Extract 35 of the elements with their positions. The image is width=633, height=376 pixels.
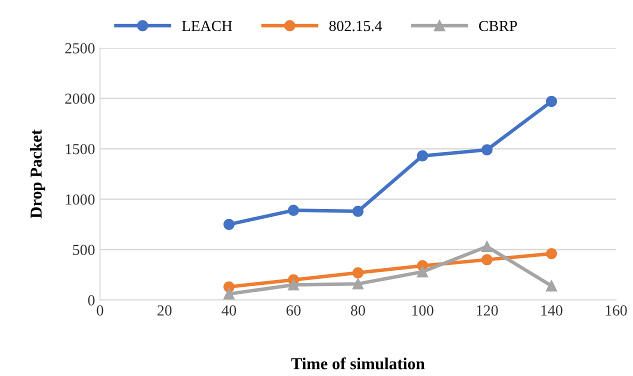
x-tick-label: 120: [476, 305, 498, 316]
point: [352, 206, 364, 217]
point: [352, 267, 364, 278]
y-tick-label: 1500: [66, 144, 95, 154]
y-tick-label: 1000: [66, 194, 95, 205]
point: [546, 280, 558, 292]
x-tick-label: 80: [350, 305, 366, 316]
point: [352, 278, 364, 290]
point: [223, 218, 235, 230]
x-tick-label: 140: [541, 305, 562, 316]
x-tick-label: 40: [222, 305, 236, 316]
point: [223, 288, 235, 300]
point: [546, 248, 558, 260]
y-tick-label: 500: [73, 244, 95, 256]
point: [481, 144, 493, 156]
point: [481, 254, 493, 266]
y-tick-label: 0: [88, 295, 95, 306]
y-tick-label: 2500: [65, 43, 95, 54]
x-tick-label: 0: [96, 305, 104, 316]
y-axis-title: Drop Packet: [30, 130, 46, 218]
point: [288, 204, 300, 216]
y-tick-label: 2000: [65, 94, 95, 104]
x-axis-title: Time of simulation: [291, 357, 425, 370]
legend-label: CBRP: [479, 20, 517, 32]
x-tick-label: 160: [606, 305, 627, 316]
point: [546, 96, 558, 107]
legend-label: 802.15.4: [329, 20, 382, 32]
x-tick-label: 20: [158, 305, 172, 316]
legend-label: LEACH: [182, 20, 232, 32]
point: [481, 241, 493, 252]
point: [416, 266, 428, 278]
x-tick-label: 100: [412, 305, 434, 316]
point: [288, 279, 300, 290]
x-tick-label: 60: [286, 305, 301, 316]
point: [416, 150, 428, 162]
